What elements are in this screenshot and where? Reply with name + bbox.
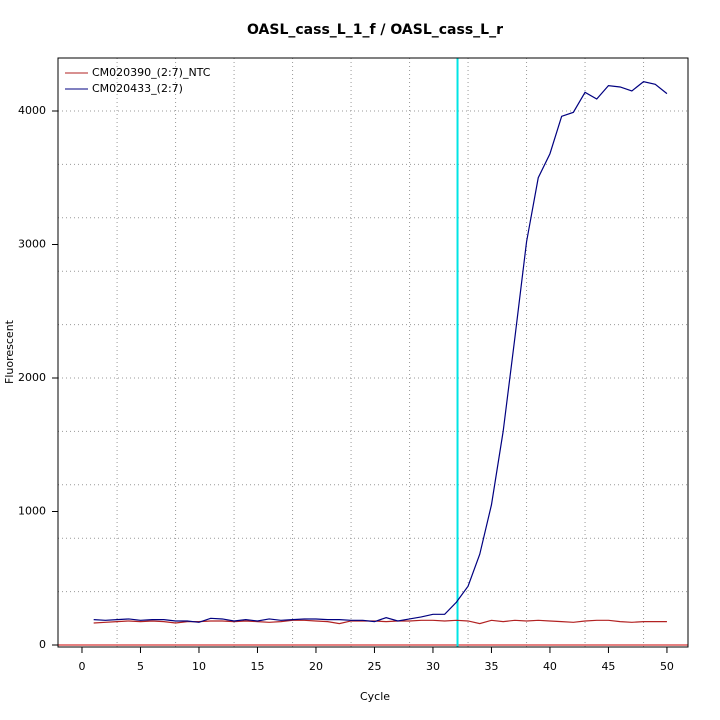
x-tick-label: 50: [660, 660, 674, 673]
chart-title: OASL_cass_L_1_f / OASL_cass_L_r: [247, 22, 503, 38]
y-tick-label: 3000: [18, 237, 46, 250]
x-tick-label: 15: [250, 660, 264, 673]
y-tick-label: 1000: [18, 504, 46, 517]
x-tick-label: 20: [309, 660, 323, 673]
x-tick-label: 30: [426, 660, 440, 673]
series-line: [93, 80, 668, 623]
x-tick-label: 40: [543, 660, 557, 673]
y-tick-label: 2000: [18, 371, 46, 384]
x-tick-label: 25: [367, 660, 381, 673]
x-tick-label: 45: [601, 660, 615, 673]
x-tick-label: 0: [78, 660, 85, 673]
x-tick-label: 35: [484, 660, 498, 673]
x-tick-label: 5: [137, 660, 144, 673]
x-tick-label: 10: [192, 660, 206, 673]
x-axis-label: Cycle: [360, 690, 390, 703]
y-axis-label: Fluorescent: [3, 319, 16, 384]
y-tick-label: 0: [39, 638, 46, 651]
legend-label: CM020390_(2:7)_NTC: [92, 66, 211, 79]
plot-frame: [57, 57, 689, 648]
legend-label: CM020433_(2:7): [92, 82, 183, 95]
y-tick-label: 4000: [18, 104, 46, 117]
